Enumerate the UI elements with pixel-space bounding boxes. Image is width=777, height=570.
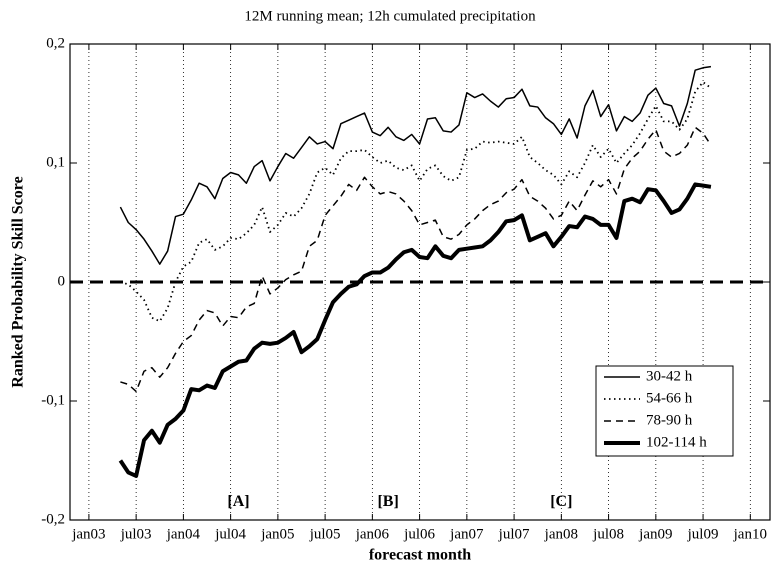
y-tick-label: -0,1: [41, 392, 65, 408]
x-tick-label: jan08: [544, 526, 578, 542]
annotation: [C]: [550, 493, 572, 510]
series-line: [120, 81, 712, 323]
x-tick-label: jul08: [592, 526, 624, 542]
legend-label: 54-66 h: [646, 390, 693, 406]
x-tick-label: jan09: [638, 526, 672, 542]
x-tick-label: jul05: [309, 526, 341, 542]
series-line: [118, 182, 712, 478]
x-tick-label: jul07: [498, 526, 530, 542]
legend-label: 78-90 h: [646, 412, 693, 428]
y-tick-label: 0,2: [46, 35, 65, 51]
x-axis-label: forecast month: [369, 547, 471, 564]
annotation: [B]: [377, 493, 398, 510]
y-tick-label: -0,2: [41, 511, 65, 527]
x-tick-label: jan06: [355, 526, 390, 542]
x-tick-label: jan03: [71, 526, 105, 542]
y-tick-label: 0,1: [46, 154, 65, 170]
x-tick-label: jan07: [449, 526, 484, 542]
annotation: [A]: [227, 493, 249, 510]
series-line: [120, 126, 712, 393]
y-tick-label: 0: [58, 273, 66, 289]
x-tick-label: jan10: [733, 526, 767, 542]
x-tick-label: jul09: [687, 526, 719, 542]
x-tick-label: jan05: [260, 526, 294, 542]
y-axis-label: Ranked Probability Skill Score: [10, 176, 27, 387]
x-tick-label: jul03: [120, 526, 152, 542]
chart-title: 12M running mean; 12h cumulated precipit…: [244, 8, 536, 24]
plot-frame: [69, 43, 771, 521]
legend-label: 102-114 h: [646, 434, 707, 450]
series-line: [119, 65, 712, 265]
x-tick-label: jul06: [403, 526, 435, 542]
x-tick-label: jan04: [166, 526, 201, 542]
legend-label: 30-42 h: [646, 368, 693, 384]
x-tick-label: jul04: [214, 526, 246, 542]
legend: 30-42 h 54-66 h 78-90 h 102-114 h: [595, 365, 734, 457]
